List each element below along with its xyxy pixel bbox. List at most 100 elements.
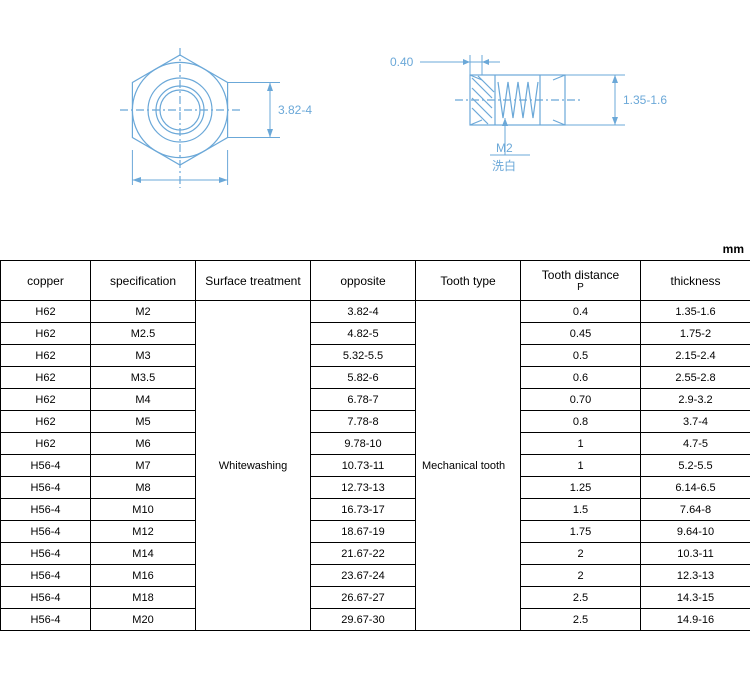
cell-pitch: 2.5 bbox=[521, 587, 641, 609]
cell-pitch: 2.5 bbox=[521, 609, 641, 631]
cell-thickness: 1.35-1.6 bbox=[641, 301, 750, 323]
cell-copper: H62 bbox=[1, 345, 91, 367]
cell-pitch: 1.25 bbox=[521, 477, 641, 499]
thread-label: M2 bbox=[496, 141, 513, 155]
cell-spec: M7 bbox=[91, 455, 196, 477]
cell-opposite: 5.82-6 bbox=[311, 367, 416, 389]
hdr-surface: Surface treatment bbox=[196, 261, 311, 301]
cell-copper: H56-4 bbox=[1, 477, 91, 499]
cell-thickness: 2.15-2.4 bbox=[641, 345, 750, 367]
cell-spec: M6 bbox=[91, 433, 196, 455]
cell-spec: M14 bbox=[91, 543, 196, 565]
cell-opposite: 16.73-17 bbox=[311, 499, 416, 521]
hex-dim-label: 3.82-4 bbox=[278, 103, 312, 117]
cell-opposite: 12.73-13 bbox=[311, 477, 416, 499]
spec-table-container: mm copper specification Surface treatmen… bbox=[0, 260, 750, 631]
table-row: H62M46.78-70.702.9-3.2 bbox=[1, 389, 750, 411]
table-row: H62M2.5 4.82-5 0.451.75-2 bbox=[1, 323, 750, 345]
cell-opposite: 23.67-24 bbox=[311, 565, 416, 587]
cell-pitch: 1.75 bbox=[521, 521, 641, 543]
cell-thickness: 14.9-16 bbox=[641, 609, 750, 631]
cell-thickness: 12.3-13 bbox=[641, 565, 750, 587]
table-row: H62M3.55.82-60.62.55-2.8 bbox=[1, 367, 750, 389]
cell-thickness: 2.55-2.8 bbox=[641, 367, 750, 389]
table-row: H56-4M8 12.73-13 1.256.14-6.5 bbox=[1, 477, 750, 499]
cell-opposite: 10.73-11 bbox=[311, 455, 416, 477]
cell-copper: H56-4 bbox=[1, 521, 91, 543]
cell-opposite: 4.82-5 bbox=[311, 323, 416, 345]
cell-copper: H56-4 bbox=[1, 565, 91, 587]
cell-copper: H62 bbox=[1, 301, 91, 323]
cell-copper: H62 bbox=[1, 433, 91, 455]
cell-opposite: 18.67-19 bbox=[311, 521, 416, 543]
cell-thickness: 10.3-11 bbox=[641, 543, 750, 565]
hdr-thickness: thickness bbox=[641, 261, 750, 301]
cell-pitch: 0.45 bbox=[521, 323, 641, 345]
cell-thickness: 14.3-15 bbox=[641, 587, 750, 609]
hdr-opposite: opposite bbox=[311, 261, 416, 301]
table-row: H56-4M1016.73-171.57.64-8 bbox=[1, 499, 750, 521]
cell-copper: H56-4 bbox=[1, 499, 91, 521]
cell-spec: M12 bbox=[91, 521, 196, 543]
cell-pitch: 0.6 bbox=[521, 367, 641, 389]
cell-spec: M3.5 bbox=[91, 367, 196, 389]
cell-copper: H56-4 bbox=[1, 609, 91, 631]
cell-thickness: 4.7-5 bbox=[641, 433, 750, 455]
cell-opposite: 9.78-10 bbox=[311, 433, 416, 455]
table-row: H56-4M710.73-1115.2-5.5 bbox=[1, 455, 750, 477]
cell-thickness: 9.64-10 bbox=[641, 521, 750, 543]
cell-copper: H56-4 bbox=[1, 587, 91, 609]
cell-thickness: 2.9-3.2 bbox=[641, 389, 750, 411]
unit-label: mm bbox=[723, 242, 744, 256]
table-row: H56-4M1623.67-24212.3-13 bbox=[1, 565, 750, 587]
cell-pitch: 0.5 bbox=[521, 345, 641, 367]
cell-copper: H62 bbox=[1, 411, 91, 433]
cell-pitch: 1 bbox=[521, 455, 641, 477]
thickness-dim-label: 1.35-1.6 bbox=[623, 93, 667, 107]
table-row: H62M2Whitewashing3.82-4Mechanical tooth0… bbox=[1, 301, 750, 323]
table-row: H56-4M18 26.67-27 2.514.3-15 bbox=[1, 587, 750, 609]
cell-copper: H62 bbox=[1, 323, 91, 345]
hdr-spec: specification bbox=[91, 261, 196, 301]
cell-spec: M5 bbox=[91, 411, 196, 433]
cell-thickness: 1.75-2 bbox=[641, 323, 750, 345]
table-row: H62M57.78-80.83.7-4 bbox=[1, 411, 750, 433]
cell-spec: M4 bbox=[91, 389, 196, 411]
cell-spec: M18 bbox=[91, 587, 196, 609]
cell-thickness: 3.7-4 bbox=[641, 411, 750, 433]
cell-opposite: 21.67-22 bbox=[311, 543, 416, 565]
table-row: H56-4M12 18.67-19 1.759.64-10 bbox=[1, 521, 750, 543]
hdr-copper: copper bbox=[1, 261, 91, 301]
cell-spec: M2.5 bbox=[91, 323, 196, 345]
cell-thickness: 6.14-6.5 bbox=[641, 477, 750, 499]
cell-tooth-type: Mechanical tooth bbox=[416, 301, 521, 631]
cell-pitch: 0.8 bbox=[521, 411, 641, 433]
cell-spec: M10 bbox=[91, 499, 196, 521]
cell-pitch: 2 bbox=[521, 543, 641, 565]
cell-opposite: 26.67-27 bbox=[311, 587, 416, 609]
cell-pitch: 1 bbox=[521, 433, 641, 455]
table-row: H62M6 9.78-10 14.7-5 bbox=[1, 433, 750, 455]
table-body: H62M2Whitewashing3.82-4Mechanical tooth0… bbox=[1, 301, 750, 631]
cell-spec: M8 bbox=[91, 477, 196, 499]
hdr-tooth-type: Tooth type bbox=[416, 261, 521, 301]
cell-opposite: 5.32-5.5 bbox=[311, 345, 416, 367]
cell-thickness: 7.64-8 bbox=[641, 499, 750, 521]
cell-surface: Whitewashing bbox=[196, 301, 311, 631]
technical-drawing: 3.82-4 bbox=[0, 0, 750, 240]
table-row: H56-4M14 21.67-22 210.3-11 bbox=[1, 543, 750, 565]
table-row: H62M35.32-5.50.52.15-2.4 bbox=[1, 345, 750, 367]
chamfer-label: 0.40 bbox=[390, 55, 414, 69]
cell-copper: H56-4 bbox=[1, 543, 91, 565]
wash-label: 洗白 bbox=[492, 158, 516, 173]
table-row: H56-4M20 29.67-30 2.514.9-16 bbox=[1, 609, 750, 631]
cell-pitch: 0.70 bbox=[521, 389, 641, 411]
cell-pitch: 2 bbox=[521, 565, 641, 587]
cell-opposite: 3.82-4 bbox=[311, 301, 416, 323]
cell-opposite: 29.67-30 bbox=[311, 609, 416, 631]
cell-thickness: 5.2-5.5 bbox=[641, 455, 750, 477]
cell-pitch: 0.4 bbox=[521, 301, 641, 323]
cell-spec: M20 bbox=[91, 609, 196, 631]
table-header-row: copper specification Surface treatment o… bbox=[1, 261, 750, 301]
spec-table: copper specification Surface treatment o… bbox=[0, 260, 750, 631]
